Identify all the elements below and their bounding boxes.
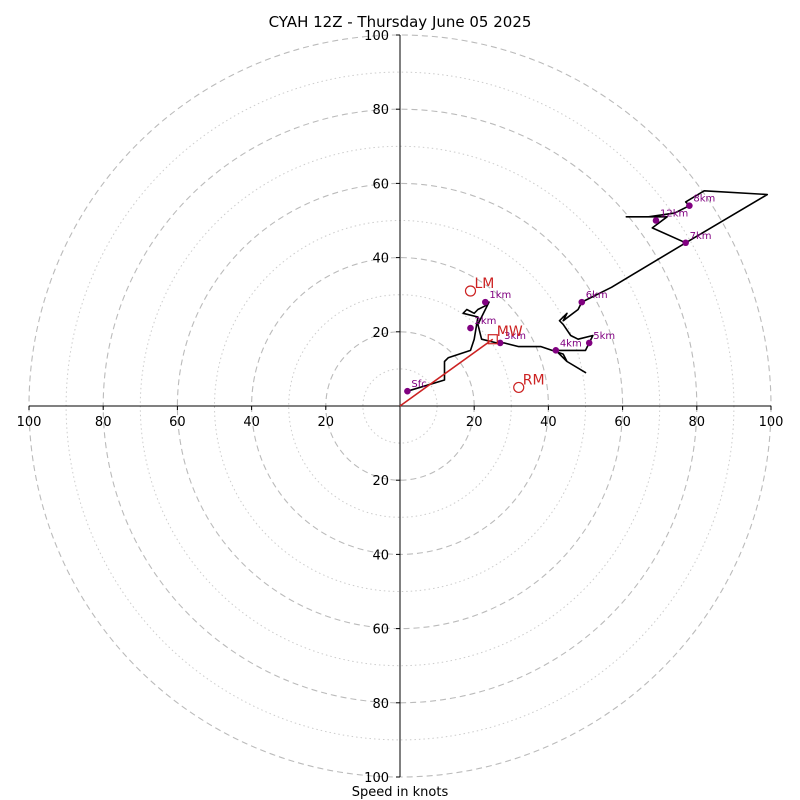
storm-marker-circle (513, 381, 525, 394)
x-tick-label: 20 (318, 415, 335, 430)
height-marker (552, 347, 560, 354)
height-marker (585, 339, 593, 347)
x-axis-label: Speed in knots (352, 785, 449, 800)
x-tick-label: 40 (540, 415, 557, 430)
height-marker (467, 324, 474, 332)
height-label: 2km (474, 316, 496, 327)
height-label: 4km (560, 338, 582, 349)
y-tick-label: 20 (372, 474, 389, 489)
y-tick-label: 80 (372, 697, 389, 712)
mean-wind-vector (399, 338, 494, 407)
hodograph-line (407, 190, 769, 392)
x-tick-label: 100 (759, 415, 784, 430)
y-tick-label: 20 (372, 326, 389, 341)
height-label: 5km (593, 331, 615, 342)
height-marker (482, 298, 489, 306)
storm-motion-label: RM (523, 372, 545, 388)
y-tick-label: 100 (364, 771, 389, 786)
height-label: 8km (693, 194, 715, 205)
y-tick-label: 40 (372, 548, 389, 563)
storm-motion-markers: LM MW RM (464, 276, 545, 394)
y-tick-label: 60 (372, 177, 389, 192)
height-marker (682, 239, 689, 247)
x-tick-label: 80 (95, 415, 112, 430)
storm-motion-label: LM (474, 276, 494, 292)
height-markers: Sfc 1km 2km 3km 4km 5km 6km 7km 8km 12km (404, 194, 715, 395)
height-label: 1km (489, 290, 511, 301)
storm-marker-circle (464, 285, 477, 297)
tick-labels: 100 80 60 40 20 20 40 60 80 100 100 80 60 40 20 20 40 60 8… (17, 29, 784, 786)
height-marker (578, 298, 586, 306)
x-tick-label: 40 (243, 415, 260, 430)
height-label: Sfc (411, 379, 426, 390)
x-tick-label: 20 (466, 415, 483, 430)
x-tick-label: 60 (614, 415, 631, 430)
x-tick-label: 100 (17, 415, 42, 430)
y-tick-label: 40 (372, 252, 389, 267)
storm-motion-label: MW (497, 324, 523, 340)
height-label: 6km (586, 290, 608, 301)
height-marker (686, 202, 693, 209)
height-label: 12km (660, 209, 688, 220)
height-marker (652, 217, 660, 224)
height-label: 3km (504, 331, 526, 342)
x-tick-label: 60 (169, 415, 186, 430)
hodograph-series (399, 190, 769, 407)
y-tick-label: 80 (372, 103, 389, 118)
height-marker (496, 339, 504, 347)
y-tick-label: 100 (364, 29, 389, 44)
height-label: 7km (690, 231, 712, 242)
x-tick-label: 80 (689, 415, 706, 430)
storm-marker-square (487, 334, 498, 345)
chart-title: CYAH 12Z - Thursday June 05 2025 (269, 13, 532, 31)
height-marker (404, 387, 411, 395)
y-tick-label: 60 (372, 623, 389, 638)
